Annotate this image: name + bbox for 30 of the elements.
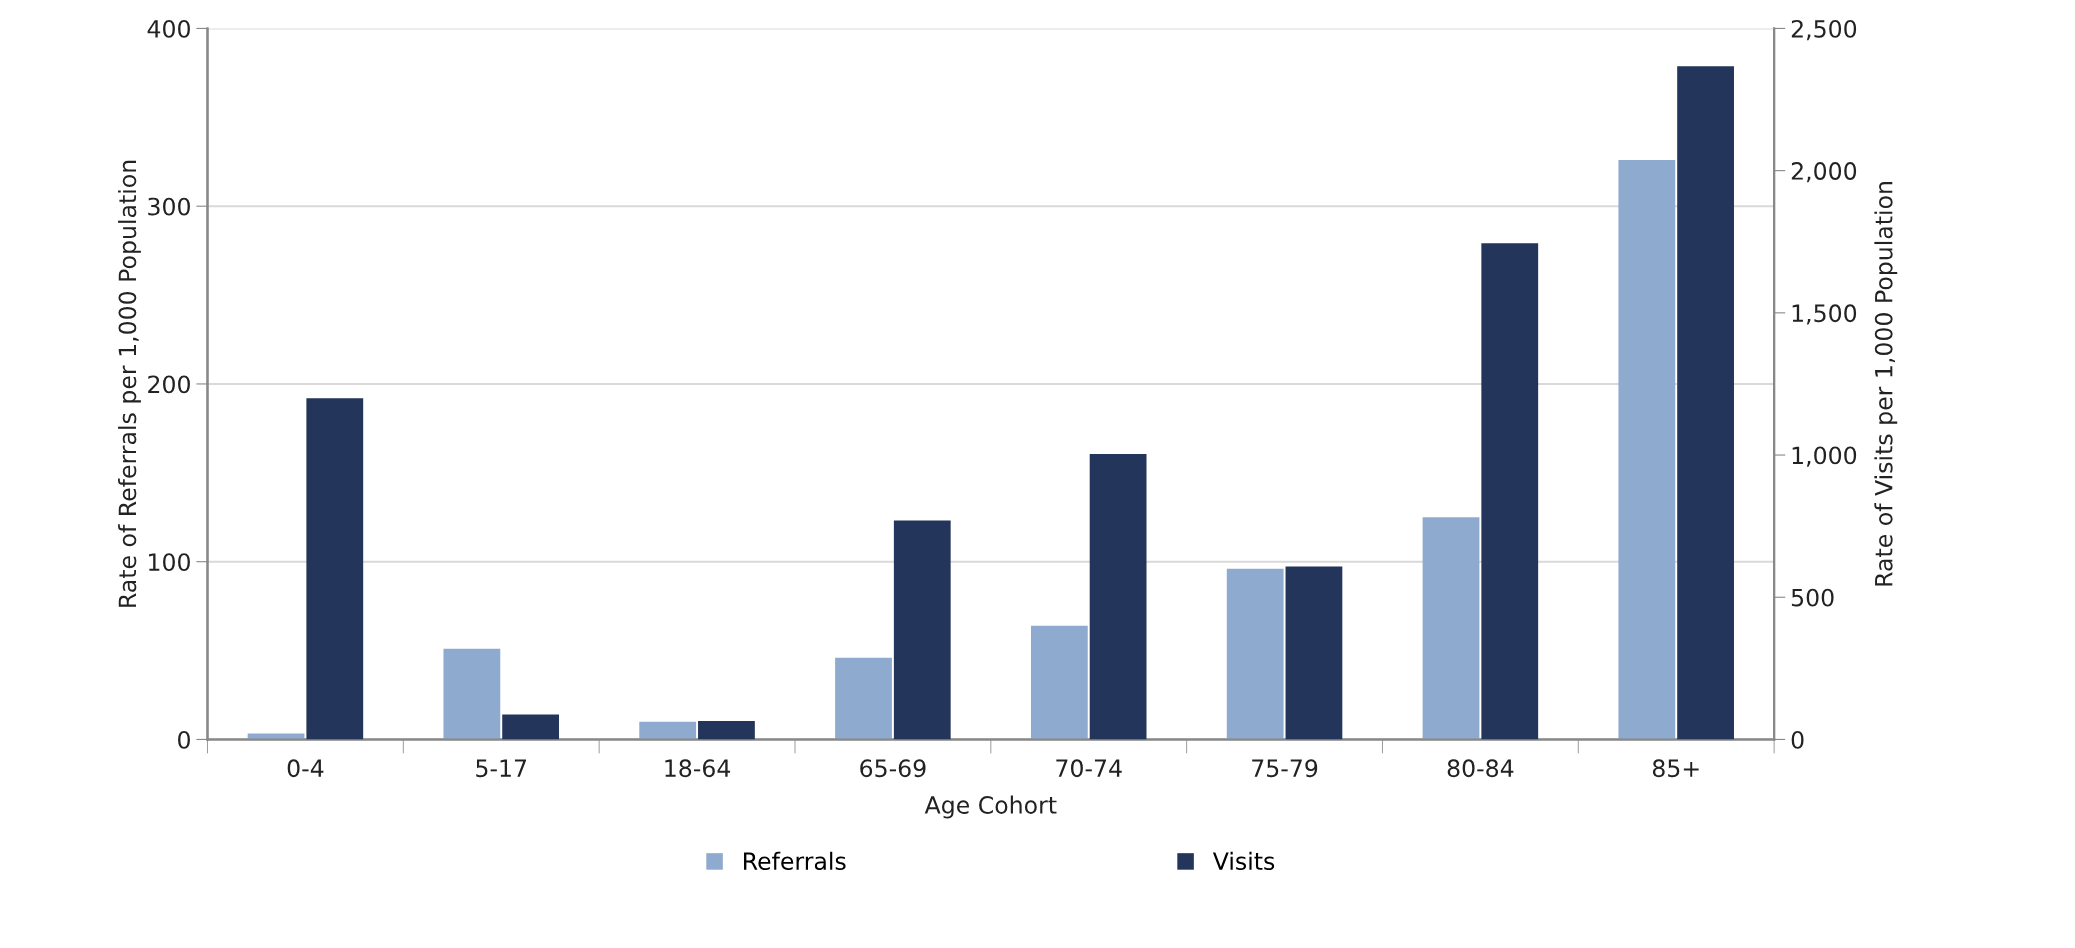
y-tick-label: 300	[148, 197, 190, 216]
y2-tick-label: 0	[1791, 730, 1804, 749]
y2-tick-label: 2,500	[1791, 19, 1857, 41]
y2-tick-label: 2,000	[1791, 162, 1857, 183]
x-tick-label: 65-69	[860, 759, 926, 778]
y-axis-title: Rate of Referrals per 1,000 Population	[118, 160, 141, 607]
bar	[1089, 453, 1147, 740]
y2-tick-label: 1,000	[1792, 446, 1857, 467]
bar	[1481, 243, 1539, 740]
x-axis-title: Age Cohort	[924, 795, 1057, 819]
bar	[893, 520, 951, 740]
bar	[306, 398, 364, 740]
y2-tick-label: 1,500	[1792, 304, 1857, 325]
x-tick-label: 5-17	[476, 759, 527, 778]
x-tick-label: 85+	[1652, 759, 1699, 778]
y-tick-label: 0	[178, 730, 190, 749]
y-tick-label: 400	[147, 19, 190, 38]
x-tick-label: 18-64	[665, 759, 731, 778]
legend-label: Visits	[1212, 851, 1275, 871]
bar	[443, 648, 501, 740]
x-tick-label: 0-4	[287, 759, 324, 778]
x-tick-label: 75-79	[1252, 759, 1318, 778]
y-tick-label: 100	[149, 553, 190, 571]
bar	[502, 714, 560, 740]
y2-axis-title: Rate of Visits per 1,000 Population	[1874, 182, 1898, 586]
x-tick-label: 70-74	[1056, 759, 1122, 778]
legend-label: Referrals	[744, 851, 846, 871]
y2-tick-label: 500	[1791, 588, 1834, 607]
y-tick-label: 200	[148, 375, 190, 394]
x-tick-label: 80-84	[1447, 759, 1514, 778]
